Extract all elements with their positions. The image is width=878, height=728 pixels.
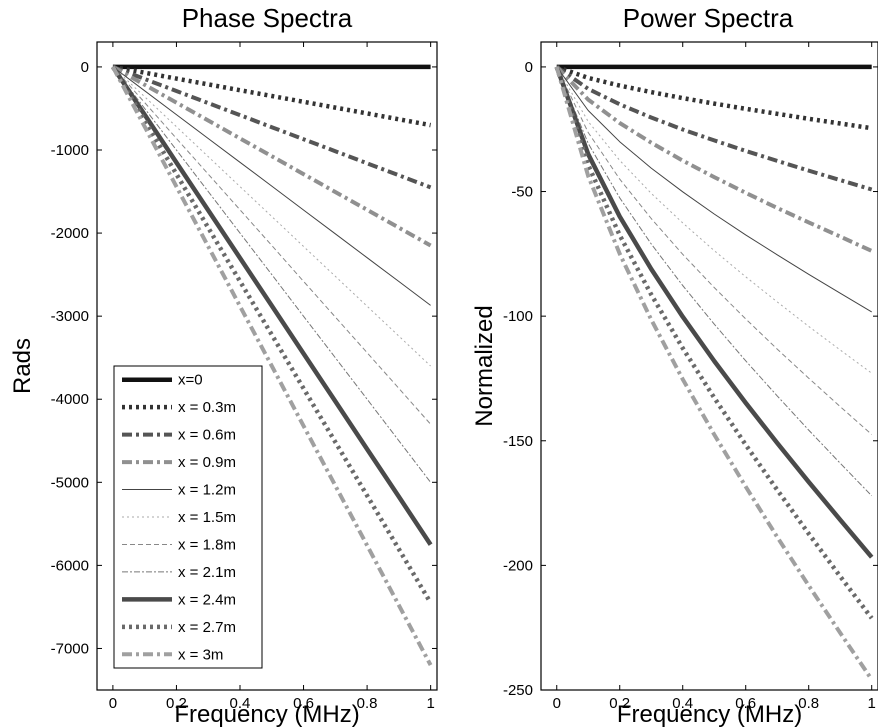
legend-label: x = 0.9m [178,454,236,471]
series-line-x-3m [554,66,874,681]
x-axis-label: Frequency (MHz) [174,701,359,728]
legend-label: x = 2.7m [178,619,236,636]
x-axis-label: Frequency (MHz) [617,701,802,728]
legend-label: x = 3m [178,646,223,663]
y-tick-label: -5000 [51,474,89,491]
legend-label: x = 0.6m [178,427,236,444]
y-tick-label: -4000 [51,391,89,408]
series-line-x-1.2m [556,66,872,313]
legend-label: x = 2.1m [178,564,236,581]
series-line-x-0.9m [555,65,873,253]
x-tick-label: 0.2 [166,695,187,712]
power-spectra-panel: Power Spectra Frequency (MHz) Normalized 0 0… [471,3,878,728]
legend-label: x=0 [178,372,203,389]
y-tick-label: 0 [525,59,533,76]
chart-title: Power Spectra [623,3,794,33]
series-lines [554,64,874,681]
series-line-x-3m [111,65,433,667]
series-lines [110,64,433,667]
series-line-x-2.4m [554,66,874,559]
series-line-x-0.9m [111,65,432,248]
series-line-x-2.4m [111,65,433,546]
series-line-x-0.3m [112,64,432,128]
chart-title: Phase Spectra [182,3,353,33]
y-tick-label: -250 [503,682,533,699]
series-line-x-2.1m [112,66,431,483]
y-tick-label: -200 [503,557,533,574]
y-tick-label: -150 [503,433,533,450]
x-tick-label: 0.4 [230,695,251,712]
x-tick-label: 1 [426,695,434,712]
y-tick-label: -2000 [51,225,89,242]
y-tick-label: 0 [81,59,89,76]
x-tick-label: 0.2 [609,695,630,712]
series-line-x-1.8m [556,66,873,435]
x-tick-label: 1 [868,695,876,712]
series-line-x-1.2m [112,66,431,306]
x-tick-label: 0.8 [798,695,819,712]
legend-label: x = 1.8m [178,536,236,553]
series-line-x-2.1m [556,66,873,497]
plot-frame [96,41,438,691]
x-tick-label: 0.4 [672,695,693,712]
y-tick-label: -7000 [51,640,89,657]
series-line-x-2.7m [110,65,433,604]
x-tick-label: 0.6 [293,695,314,712]
phase-spectra-panel: Phase Spectra Frequency (MHz) Rads 0 0.2 0.4 0… [9,3,438,728]
legend-label: x = 0.3m [178,399,236,416]
series-line-x-1.5m [556,66,872,374]
series-line-x-0.3m [555,64,873,131]
y-tick-label: -3000 [51,308,89,325]
series-line-x-2.7m [554,66,874,620]
legend-label: x = 1.5m [178,509,236,526]
y-tick-label: -50 [511,184,533,201]
x-tick-label: 0 [553,695,561,712]
plot-frame [540,41,878,691]
legend-label: x = 2.4m [178,591,236,608]
y-tick-label: -100 [503,308,533,325]
x-tick-label: 0 [109,695,117,712]
y-axis-label: Normalized [471,305,498,426]
legend-label: x = 1.2m [178,482,236,499]
y-tick-label: -1000 [51,142,89,159]
y-tick-label: -6000 [51,557,89,574]
series-line-x-0.6m [112,65,432,190]
y-axis-label: Rads [9,338,36,394]
series-line-x-0.6m [555,65,873,192]
legend: x=0 x = 0.3m x = 0.6m x = 0.9m x = 1.2m x = 1… [113,365,263,669]
x-tick-label: 0.6 [735,695,756,712]
x-tick-label: 0.8 [357,695,378,712]
